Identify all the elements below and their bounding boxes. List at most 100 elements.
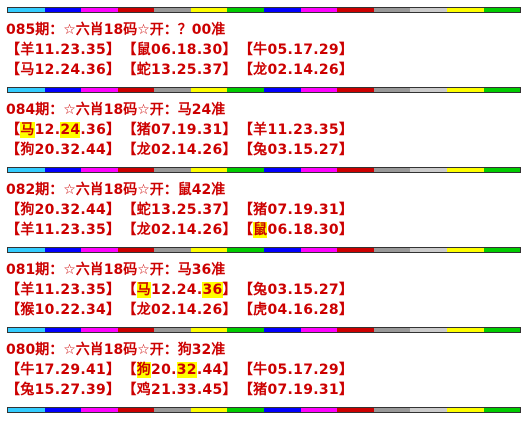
color-divider-segment <box>154 168 191 172</box>
color-divider-bar <box>7 87 521 93</box>
open-bracket: 【 <box>6 62 21 78</box>
color-divider-segment <box>117 408 155 412</box>
open-bracket: 【 <box>6 282 21 298</box>
close-bracket: 】 <box>338 222 354 238</box>
color-divider-segment <box>264 8 301 12</box>
open-bracket: 【 <box>238 302 254 318</box>
color-divider-segment <box>264 408 301 412</box>
close-bracket: 】 <box>222 202 237 218</box>
zodiac-number-group: 【狗20.32.44】 <box>122 360 237 380</box>
close-bracket: 】 <box>338 142 354 158</box>
zodiac-numbers-text: 马12.24.36 <box>20 62 107 78</box>
color-divider-segment <box>300 248 338 252</box>
highlighted-hit: 马 <box>20 122 35 138</box>
zodiac-numbers-text: 猪07.19.31 <box>253 382 339 398</box>
color-divider-segment <box>227 8 265 12</box>
color-divider-bar <box>7 167 521 173</box>
open-bracket: 【 <box>122 122 137 138</box>
highlighted-hit: 鼠 <box>253 222 268 238</box>
zodiac-numbers-text: .36 <box>80 122 107 138</box>
zodiac-number-group: 【鼠06.18.30】 <box>239 220 353 240</box>
color-divider-segment <box>81 248 118 252</box>
zodiac-numbers-text: 12. <box>34 122 61 138</box>
color-divider-bar <box>7 327 521 333</box>
color-divider-segment <box>227 408 265 412</box>
color-divider-segment <box>154 328 191 332</box>
color-divider-segment <box>483 328 521 332</box>
zodiac-numbers-text: 龙02.14.26 <box>136 142 223 158</box>
zodiac-number-group: 【鸡21.33.45】 <box>122 380 236 400</box>
open-bracket: 【 <box>238 202 254 218</box>
open-bracket: 【 <box>6 362 21 378</box>
zodiac-numbers-text: 狗20.32.44 <box>20 202 107 218</box>
zodiac-numbers-text: 蛇13.25.37 <box>136 62 223 78</box>
zodiac-row: 【兔15.27.39】 【鸡21.33.45】 【猪07.19.31】 <box>6 380 521 400</box>
open-bracket: 【 <box>6 302 21 318</box>
open-bracket: 【 <box>6 122 21 138</box>
open-bracket: 【 <box>122 382 137 398</box>
zodiac-numbers-text: 龙02.14.26 <box>136 302 223 318</box>
zodiac-numbers-text: 狗20.32.44 <box>20 142 107 158</box>
color-divider-segment <box>117 88 155 92</box>
color-divider-segment <box>410 248 447 252</box>
close-bracket: 】 <box>338 122 354 138</box>
close-bracket: 】 <box>222 282 237 298</box>
color-divider-segment <box>8 248 45 252</box>
prediction-entry: 080期：☆六肖18码☆开：狗32准 【牛17.29.41】 【狗20.32.44】… <box>6 340 521 400</box>
color-divider-segment <box>446 88 484 92</box>
zodiac-numbers-text: 兔03.15.27 <box>253 142 339 158</box>
open-bracket: 【 <box>122 62 137 78</box>
color-divider-segment <box>373 248 411 252</box>
zodiac-numbers-text: 20. <box>151 362 177 378</box>
color-divider-segment <box>337 168 374 172</box>
close-bracket: 】 <box>222 222 237 238</box>
color-divider-segment <box>8 8 45 12</box>
color-divider-segment <box>117 328 155 332</box>
zodiac-number-group: 【猪07.19.31】 <box>122 120 236 140</box>
highlighted-hit: 24 <box>60 122 81 138</box>
color-divider-segment <box>81 88 118 92</box>
color-divider-segment <box>154 88 191 92</box>
color-divider-segment <box>264 328 301 332</box>
entry-title: 081期：☆六肖18码☆开：马36准 <box>6 262 226 278</box>
color-divider-segment <box>337 328 374 332</box>
color-divider-segment <box>117 168 155 172</box>
color-divider-segment <box>373 8 411 12</box>
highlighted-hit: 36 <box>202 282 223 298</box>
close-bracket: 】 <box>222 122 237 138</box>
zodiac-number-group: 【虎04.16.28】 <box>239 300 353 320</box>
zodiac-numbers-text: 龙02.14.26 <box>136 222 223 238</box>
color-divider-segment <box>44 408 82 412</box>
zodiac-number-group: 【龙02.14.26】 <box>122 140 236 160</box>
close-bracket: 】 <box>106 302 121 318</box>
zodiac-number-group: 【猴10.22.34】 <box>6 300 120 320</box>
color-divider-segment <box>190 88 228 92</box>
color-divider-segment <box>117 8 155 12</box>
zodiac-numbers-text: 牛17.29.41 <box>20 362 107 378</box>
zodiac-numbers-text: 06.18.30 <box>267 222 339 238</box>
color-divider-segment <box>227 168 265 172</box>
zodiac-number-group: 【狗20.32.44】 <box>6 140 120 160</box>
zodiac-number-group: 【蛇13.25.37】 <box>122 60 236 80</box>
color-divider-segment <box>483 248 521 252</box>
close-bracket: 】 <box>222 302 237 318</box>
zodiac-numbers-text: 羊11.23.35 <box>20 282 107 298</box>
zodiac-numbers-text: 兔03.15.27 <box>253 282 339 298</box>
zodiac-row: 【猴10.22.34】 【龙02.14.26】 【虎04.16.28】 <box>6 300 521 320</box>
entry-title: 085期：☆六肖18码☆开：？00准 <box>6 22 226 38</box>
open-bracket: 【 <box>238 122 254 138</box>
zodiac-row: 【马12.24.36】 【猪07.19.31】 【羊11.23.35】 <box>6 120 521 140</box>
open-bracket: 【 <box>122 222 137 238</box>
close-bracket: 】 <box>338 362 354 378</box>
color-divider-segment <box>81 8 118 12</box>
open-bracket: 【 <box>6 42 21 58</box>
color-divider-segment <box>44 168 82 172</box>
color-divider-segment <box>227 248 265 252</box>
zodiac-row: 【狗20.32.44】 【蛇13.25.37】 【猪07.19.31】 <box>6 200 521 220</box>
color-divider-segment <box>81 328 118 332</box>
zodiac-number-group: 【马12.24.36】 <box>6 120 120 140</box>
color-divider-segment <box>337 88 374 92</box>
color-divider-segment <box>446 328 484 332</box>
zodiac-numbers-text: 猪07.19.31 <box>253 202 339 218</box>
